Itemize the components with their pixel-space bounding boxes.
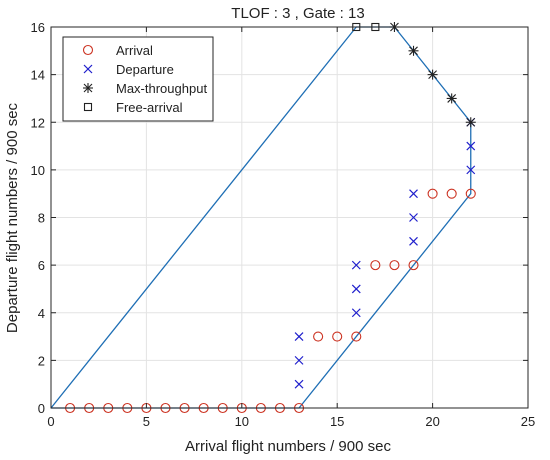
- arrival-point: [370, 260, 381, 271]
- y-tick-label: 12: [31, 115, 45, 130]
- max-throughput-point: [427, 69, 438, 80]
- max-throughput-point: [446, 93, 457, 104]
- y-tick-label: 4: [38, 306, 45, 321]
- x-tick-label: 20: [425, 414, 439, 429]
- arrival-point: [332, 331, 343, 342]
- arrival-point: [351, 331, 362, 342]
- arrival-point: [313, 331, 324, 342]
- arrival-point: [408, 260, 419, 271]
- legend-label-max-throughput: Max-throughput: [116, 81, 207, 96]
- arrival-point: [389, 260, 400, 271]
- x-axis-label: Arrival flight numbers / 900 sec: [185, 438, 391, 455]
- legend-box: [62, 36, 214, 122]
- y-tick-label: 2: [38, 353, 45, 368]
- departure-point: [466, 165, 476, 175]
- departure-point: [294, 332, 304, 341]
- x-tick-label: 0: [47, 414, 54, 429]
- arrival-point: [446, 188, 457, 199]
- y-tick-label: 8: [38, 211, 45, 226]
- legend-label-arrival: Arrival: [116, 43, 153, 58]
- legend-label-departure: Departure: [116, 62, 174, 77]
- axis-ticks: 0 5 10 15 20 25 0 2 4 6 8 10 12 14 16: [31, 20, 536, 429]
- y-tick-label: 0: [38, 401, 45, 416]
- arrival-point: [427, 188, 438, 199]
- departure-point: [351, 308, 361, 318]
- max-throughput-point: [408, 45, 419, 56]
- x-tick-label: 25: [521, 414, 535, 429]
- y-axis-label: Departure flight numbers / 900 sec: [4, 102, 21, 333]
- legend-marker-free-arrival: [83, 102, 93, 112]
- legend-label-free-arrival: Free-arrival: [116, 100, 183, 115]
- x-tick-label: 5: [143, 414, 150, 429]
- legend-marker-max-throughput: [83, 83, 93, 93]
- departure-point: [351, 260, 361, 270]
- departure-point: [466, 141, 476, 151]
- y-tick-label: 6: [38, 258, 45, 273]
- departure-point: [294, 355, 304, 365]
- departure-point: [409, 236, 418, 246]
- departure-point: [409, 189, 418, 199]
- legend-marker-departure: [83, 64, 93, 74]
- legend: Arrival Departure Max-throughput Free-arriv…: [62, 36, 214, 122]
- departure-point: [409, 213, 418, 222]
- max-throughput-point: [465, 117, 476, 128]
- y-tick-label: 14: [31, 68, 45, 83]
- y-tick-label: 10: [31, 163, 45, 178]
- y-tick-label: 16: [31, 20, 45, 35]
- departure-point: [294, 379, 304, 389]
- departure-point: [351, 284, 361, 294]
- x-tick-label: 15: [330, 414, 344, 429]
- arrival-point: [465, 188, 476, 199]
- chart-title: TLOF : 3 , Gate : 13: [231, 5, 364, 22]
- x-tick-label: 10: [235, 414, 249, 429]
- legend-marker-arrival: [82, 44, 94, 56]
